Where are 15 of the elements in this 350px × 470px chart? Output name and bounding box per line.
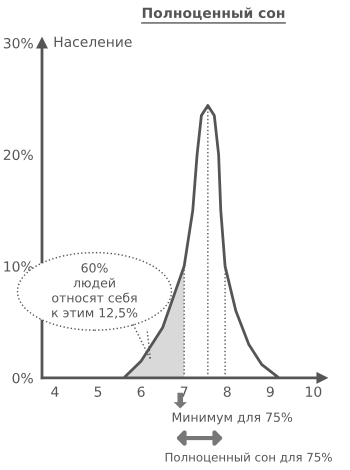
text: Полноценный сон для 75% (166, 452, 332, 464)
y-tick-label: 20% (4, 150, 33, 160)
x-tick-label: 4 (51, 386, 59, 397)
x-tick-label: 6 (138, 386, 145, 397)
annotation: 60% людей относят себя к этим 12,5% (52, 263, 138, 319)
y-tick-label: 0% (12, 372, 33, 384)
x-tick-label: 9 (266, 386, 274, 397)
x-tick-label: 5 (94, 386, 102, 397)
x-tick-label: 8 (224, 386, 231, 397)
x-tick-label: 10 (306, 386, 322, 397)
text: Минимум для 75% (172, 412, 292, 424)
y-axis-title: Население (54, 36, 132, 48)
x-tick-label: 7 (180, 386, 188, 397)
y-tick-label: 30% (4, 38, 33, 48)
chart-title: Полноценный сон (142, 7, 284, 20)
